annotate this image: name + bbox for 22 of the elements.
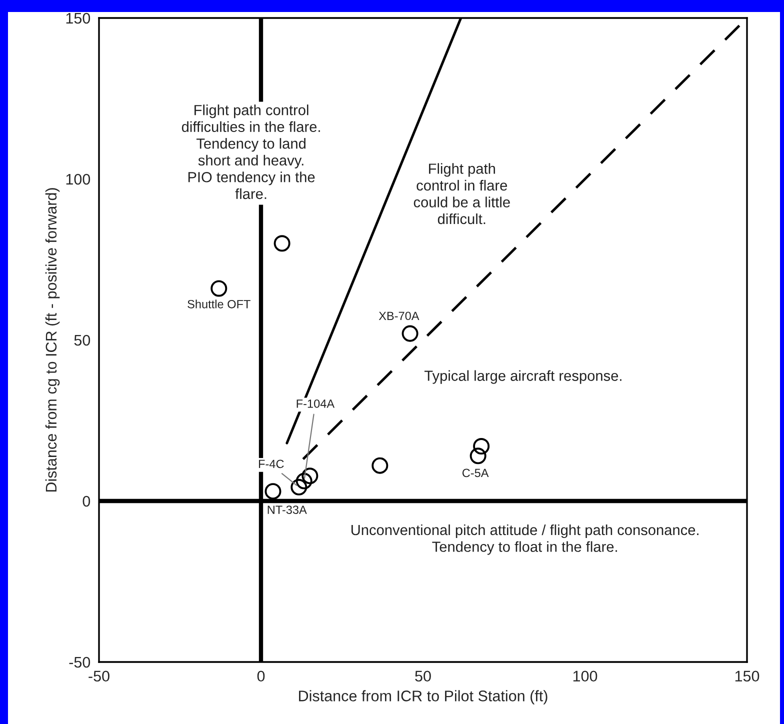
y-axis-title: Distance from cg to ICR (ft - positive forward) [45, 188, 60, 492]
annotation: XB-70A [378, 312, 420, 320]
x-tick-label: -50 [88, 670, 110, 682]
x-tick-label: 50 [415, 670, 431, 682]
y-tick-label: 150 [66, 12, 90, 24]
y-tick-label: -50 [69, 656, 90, 668]
annotation: Unconventional pitch attitude / flight path consonance. Tendency to float in the flare. [351, 524, 698, 555]
annotation: Flight path control in flare could be a little difficult. [414, 163, 510, 224]
annotation: Typical large aircraft response. [424, 370, 622, 384]
y-tick-label: 50 [74, 334, 90, 346]
annotation: Flight path control difficulties in the flare. Tendency to land short and heavy. PIO tendency in the flare. [182, 104, 320, 200]
annotation: NT-33A [268, 506, 307, 514]
annotation: Shuttle OFT [188, 300, 250, 308]
annotation: C-5A [462, 468, 489, 478]
annotation: F-4C [258, 460, 284, 468]
y-tick-label: 100 [66, 174, 90, 185]
x-tick-label: 150 [735, 670, 760, 682]
x-tick-label: 0 [257, 670, 265, 682]
x-axis-title: Distance from ICR to Pilot Station (ft) [299, 690, 548, 704]
x-tick-label: 100 [573, 670, 598, 682]
y-tick-label: 0 [82, 496, 90, 507]
annotation: F-104A [296, 399, 335, 408]
